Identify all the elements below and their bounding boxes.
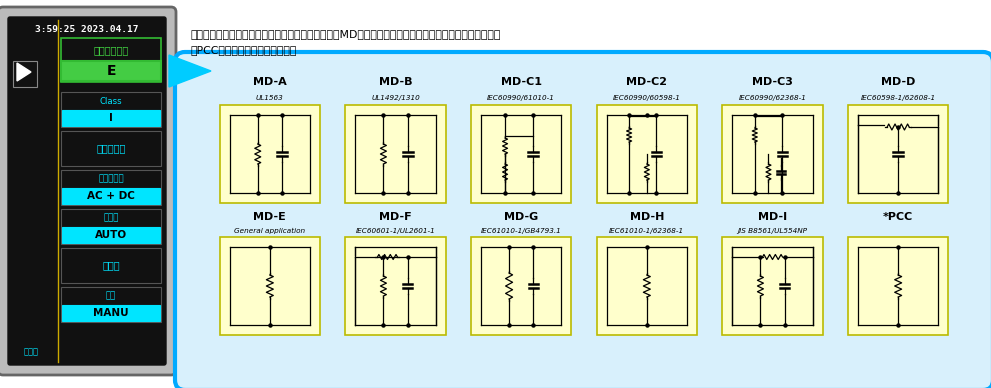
Bar xyxy=(61,131,161,166)
Bar xyxy=(220,237,320,335)
Bar xyxy=(722,105,823,203)
Bar xyxy=(597,105,697,203)
Text: AC + DC: AC + DC xyxy=(87,191,135,201)
Text: レンジ: レンジ xyxy=(103,213,119,222)
Text: ノート：上記にリストされた標準番号は例のです。MDはすべての適用可能な規格と共に使用できます。: ノート：上記にリストされた標準番号は例のです。MDはすべての適用可能な規格と共に… xyxy=(190,29,500,39)
Text: IEC60601-1/UL2601-1: IEC60601-1/UL2601-1 xyxy=(356,228,435,234)
Text: IEC61010-1/GB4793.1: IEC61010-1/GB4793.1 xyxy=(481,228,562,234)
Polygon shape xyxy=(17,63,31,81)
FancyBboxPatch shape xyxy=(0,7,176,375)
Text: MD-H: MD-H xyxy=(629,212,664,222)
Bar xyxy=(61,287,161,322)
Text: IEC61010-1/62368-1: IEC61010-1/62368-1 xyxy=(609,228,685,234)
Bar xyxy=(471,105,572,203)
Bar xyxy=(61,209,161,244)
Text: IEC60990/62368-1: IEC60990/62368-1 xyxy=(738,95,807,101)
Text: MD-F: MD-F xyxy=(380,212,412,222)
Text: 許容値: 許容値 xyxy=(102,260,120,270)
Text: MD-D: MD-D xyxy=(881,77,916,87)
Bar xyxy=(722,237,823,335)
Text: MD-G: MD-G xyxy=(504,212,538,222)
Bar xyxy=(61,92,161,127)
Bar xyxy=(62,110,160,126)
Bar xyxy=(61,170,161,205)
Text: MD-C1: MD-C1 xyxy=(500,77,542,87)
Bar xyxy=(62,305,160,321)
Bar xyxy=(345,105,446,203)
Text: 測定: 測定 xyxy=(106,291,116,300)
Bar xyxy=(61,38,161,82)
Bar xyxy=(848,105,948,203)
Text: IEC60990/60598-1: IEC60990/60598-1 xyxy=(612,95,681,101)
Text: AUTO: AUTO xyxy=(95,230,127,240)
Text: バック: バック xyxy=(24,348,39,357)
FancyBboxPatch shape xyxy=(175,52,991,388)
Text: MD-A: MD-A xyxy=(253,77,286,87)
Text: MANU: MANU xyxy=(93,308,129,318)
Text: MD-I: MD-I xyxy=(758,212,787,222)
Bar xyxy=(848,237,948,335)
Text: 3:59:25 2023.04.17: 3:59:25 2023.04.17 xyxy=(36,26,139,35)
Text: E: E xyxy=(106,64,116,78)
Text: MD-E: MD-E xyxy=(254,212,286,222)
Text: UL1492/1310: UL1492/1310 xyxy=(371,95,420,101)
Text: 電流タイプ: 電流タイプ xyxy=(98,175,124,184)
Text: ネットワーク: ネットワーク xyxy=(93,45,129,55)
Bar xyxy=(62,188,160,204)
Bar xyxy=(13,61,37,87)
Text: IEC60990/61010-1: IEC60990/61010-1 xyxy=(488,95,555,101)
Bar xyxy=(471,237,572,335)
Bar xyxy=(61,248,161,283)
Text: General application: General application xyxy=(234,228,305,234)
Text: *PCC: *PCC xyxy=(883,212,914,222)
Bar xyxy=(62,227,160,243)
Text: JIS B8561/UL554NP: JIS B8561/UL554NP xyxy=(737,228,808,234)
Text: Class: Class xyxy=(100,97,122,106)
Bar xyxy=(345,237,446,335)
Polygon shape xyxy=(169,55,211,87)
Bar xyxy=(597,237,697,335)
Text: IEC60598-1/62608-1: IEC60598-1/62608-1 xyxy=(860,95,936,101)
FancyBboxPatch shape xyxy=(8,17,166,365)
Text: ＊PCCはメーターモード専用です: ＊PCCはメーターモード専用です xyxy=(190,45,296,55)
Bar xyxy=(220,105,320,203)
Text: MD-C3: MD-C3 xyxy=(752,77,793,87)
Text: 漏れモード: 漏れモード xyxy=(96,144,126,154)
Bar xyxy=(61,61,161,81)
Text: I: I xyxy=(109,113,113,123)
Text: MD-C2: MD-C2 xyxy=(626,77,667,87)
Text: UL1563: UL1563 xyxy=(256,95,283,101)
Text: MD-B: MD-B xyxy=(379,77,412,87)
